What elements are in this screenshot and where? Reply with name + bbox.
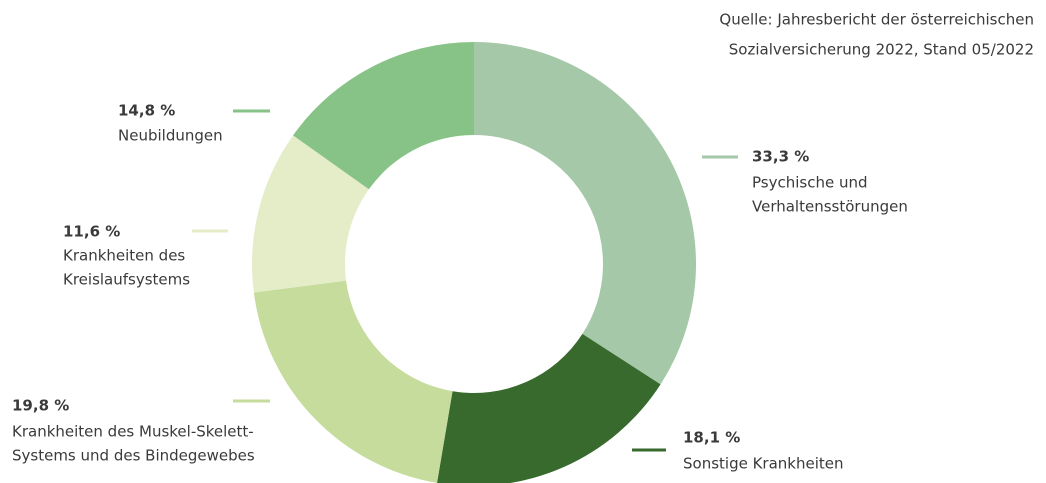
donut-segment bbox=[293, 42, 474, 190]
value-label: 14,8 % bbox=[118, 102, 175, 120]
donut-segment bbox=[252, 135, 369, 293]
category-label: Krankheiten des Muskel-Skelett- bbox=[12, 423, 254, 441]
category-label: Systems und des Bindegewebes bbox=[12, 447, 255, 465]
value-label: 19,8 % bbox=[12, 397, 69, 415]
value-label: 11,6 % bbox=[63, 223, 120, 241]
source: Quelle: Jahresbericht der österreichisch… bbox=[719, 11, 1034, 29]
category-label: Psychische und bbox=[752, 174, 868, 192]
category-label: Sonstige Krankheiten bbox=[683, 455, 844, 473]
category-label: Kreislaufsystems bbox=[63, 271, 190, 289]
donut-segment bbox=[253, 280, 453, 483]
donut-segment bbox=[474, 42, 696, 385]
value-label: 33,3 % bbox=[752, 148, 809, 166]
value-label: 18,1 % bbox=[683, 429, 740, 447]
donut-segment bbox=[437, 333, 661, 483]
category-label: Neubildungen bbox=[118, 127, 223, 145]
source: Sozialversicherung 2022, Stand 05/2022 bbox=[729, 41, 1034, 59]
category-label: Verhaltensstörungen bbox=[752, 198, 908, 216]
category-label: Krankheiten des bbox=[63, 247, 185, 265]
